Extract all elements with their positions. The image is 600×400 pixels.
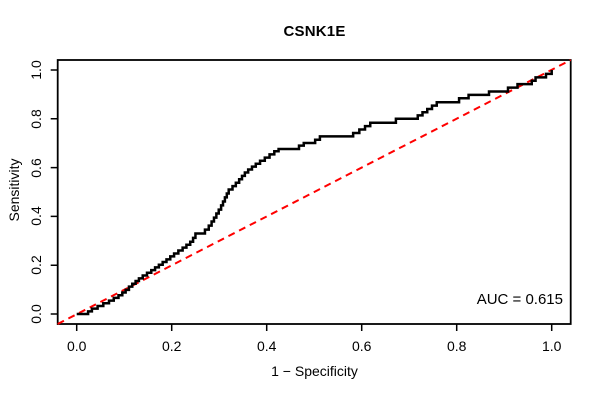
x-tick-label: 0.8 — [446, 338, 467, 354]
x-tick-label: 1.0 — [541, 338, 562, 354]
roc-curve — [76, 70, 553, 316]
y-tick-label: 0.2 — [28, 255, 44, 275]
plot-frame — [56, 59, 572, 325]
y-tick-label: 0.0 — [28, 304, 44, 324]
chance-diagonal-line — [57, 59, 572, 325]
x-tick-label: 0.2 — [161, 338, 182, 354]
x-tick-label: 0.6 — [351, 338, 372, 354]
auc-annotation: AUC = 0.615 — [476, 291, 563, 308]
x-tick-label: 0.4 — [256, 338, 277, 354]
y-tick-label: 1.0 — [28, 60, 44, 80]
plot-title: CSNK1E — [283, 23, 346, 40]
axis-ticks — [50, 69, 553, 331]
y-tick-label: 0.8 — [28, 109, 44, 129]
y-axis-label: Sensitivity — [6, 158, 22, 222]
x-tick-label: 0.0 — [66, 338, 87, 354]
y-tick-label: 0.6 — [28, 157, 44, 178]
x-axis-label: 1 − Specificity — [271, 363, 358, 379]
y-tick-label: 0.4 — [28, 206, 44, 227]
